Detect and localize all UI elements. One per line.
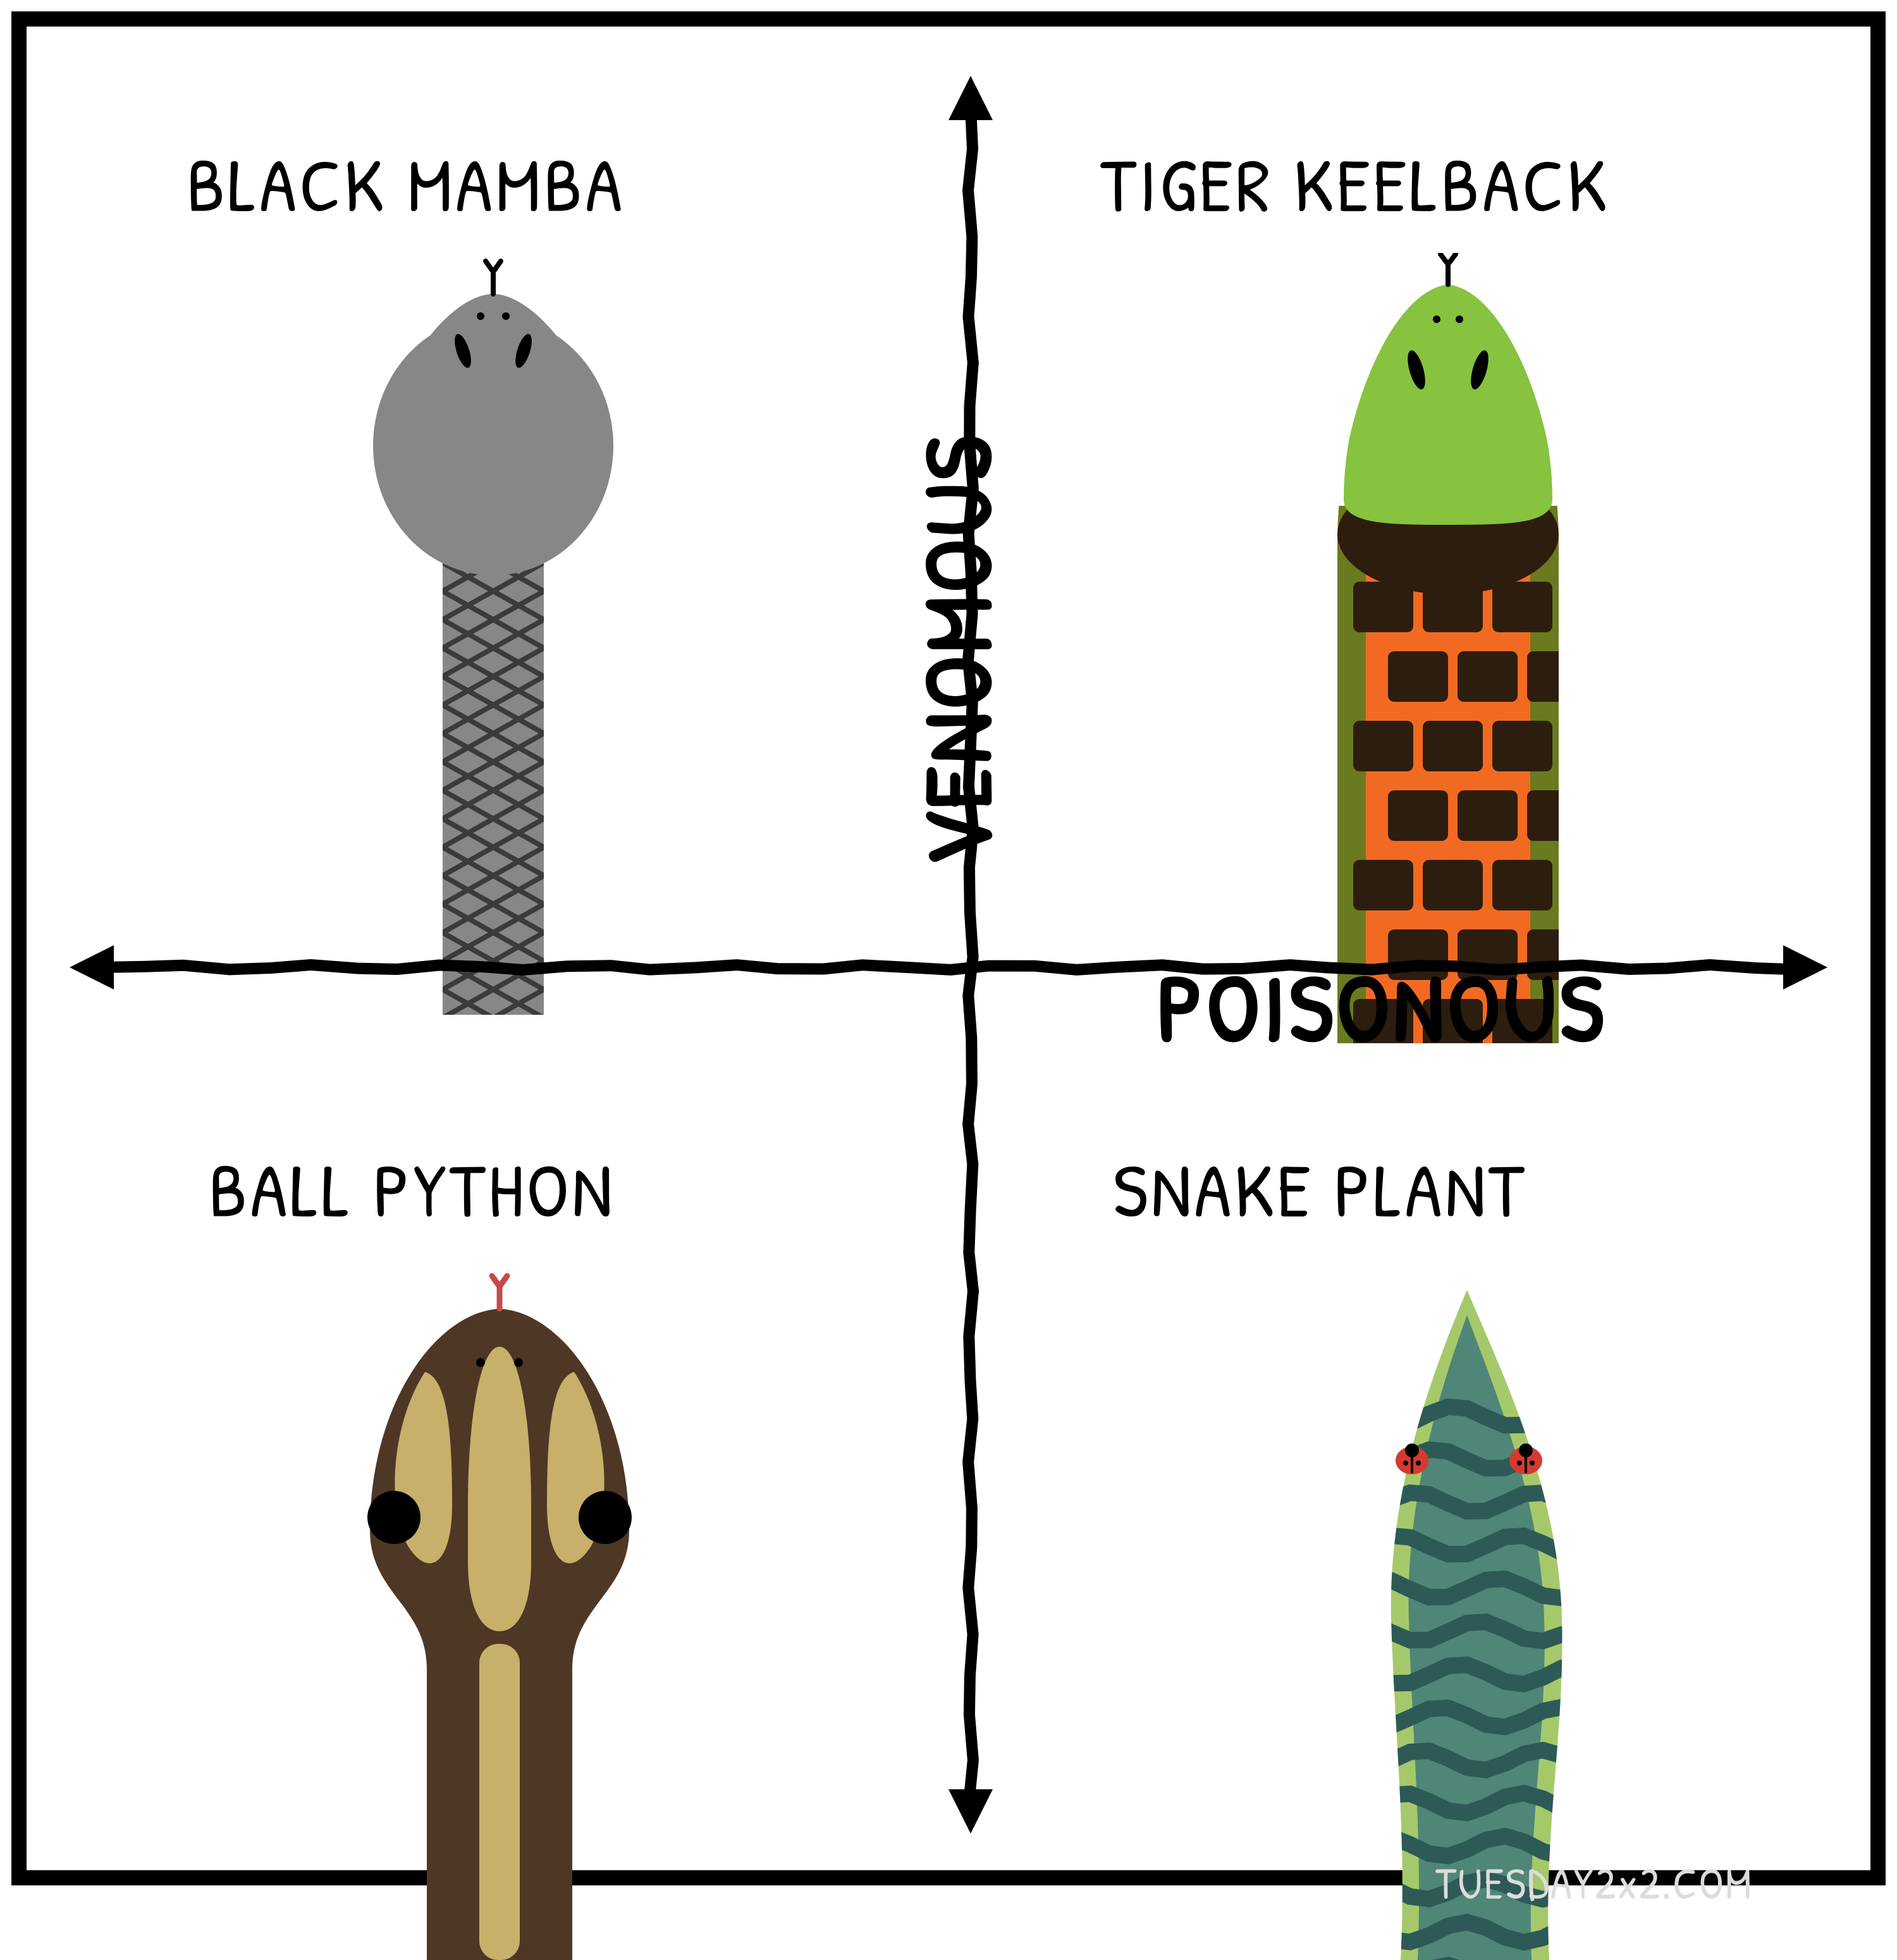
watermark: TUESDAY2x2.COM xyxy=(1435,1853,1753,1913)
label-ball-python: BALL PYTHON xyxy=(209,1138,615,1240)
label-snake-plant: SNAKE PLANT xyxy=(1113,1138,1527,1240)
label-black-mamba: BLACK MAMBA xyxy=(187,133,625,235)
axis-label-venomous: VENOMOUS xyxy=(892,432,1020,866)
label-tiger-keelback: TIGER KEELBACK xyxy=(1100,133,1610,235)
axis-label-poisonous: POISONOUS xyxy=(1157,942,1607,1070)
axes xyxy=(0,0,1897,1897)
